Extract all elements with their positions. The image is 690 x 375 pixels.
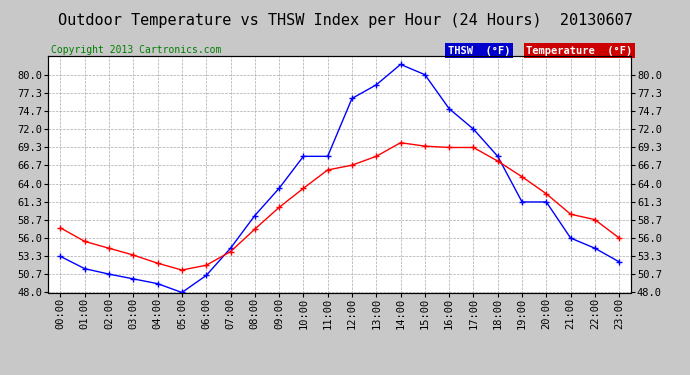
Text: THSW  (°F): THSW (°F) (448, 46, 510, 56)
Text: Copyright 2013 Cartronics.com: Copyright 2013 Cartronics.com (51, 45, 221, 55)
Text: Outdoor Temperature vs THSW Index per Hour (24 Hours)  20130607: Outdoor Temperature vs THSW Index per Ho… (57, 13, 633, 28)
Text: Temperature  (°F): Temperature (°F) (526, 46, 633, 56)
